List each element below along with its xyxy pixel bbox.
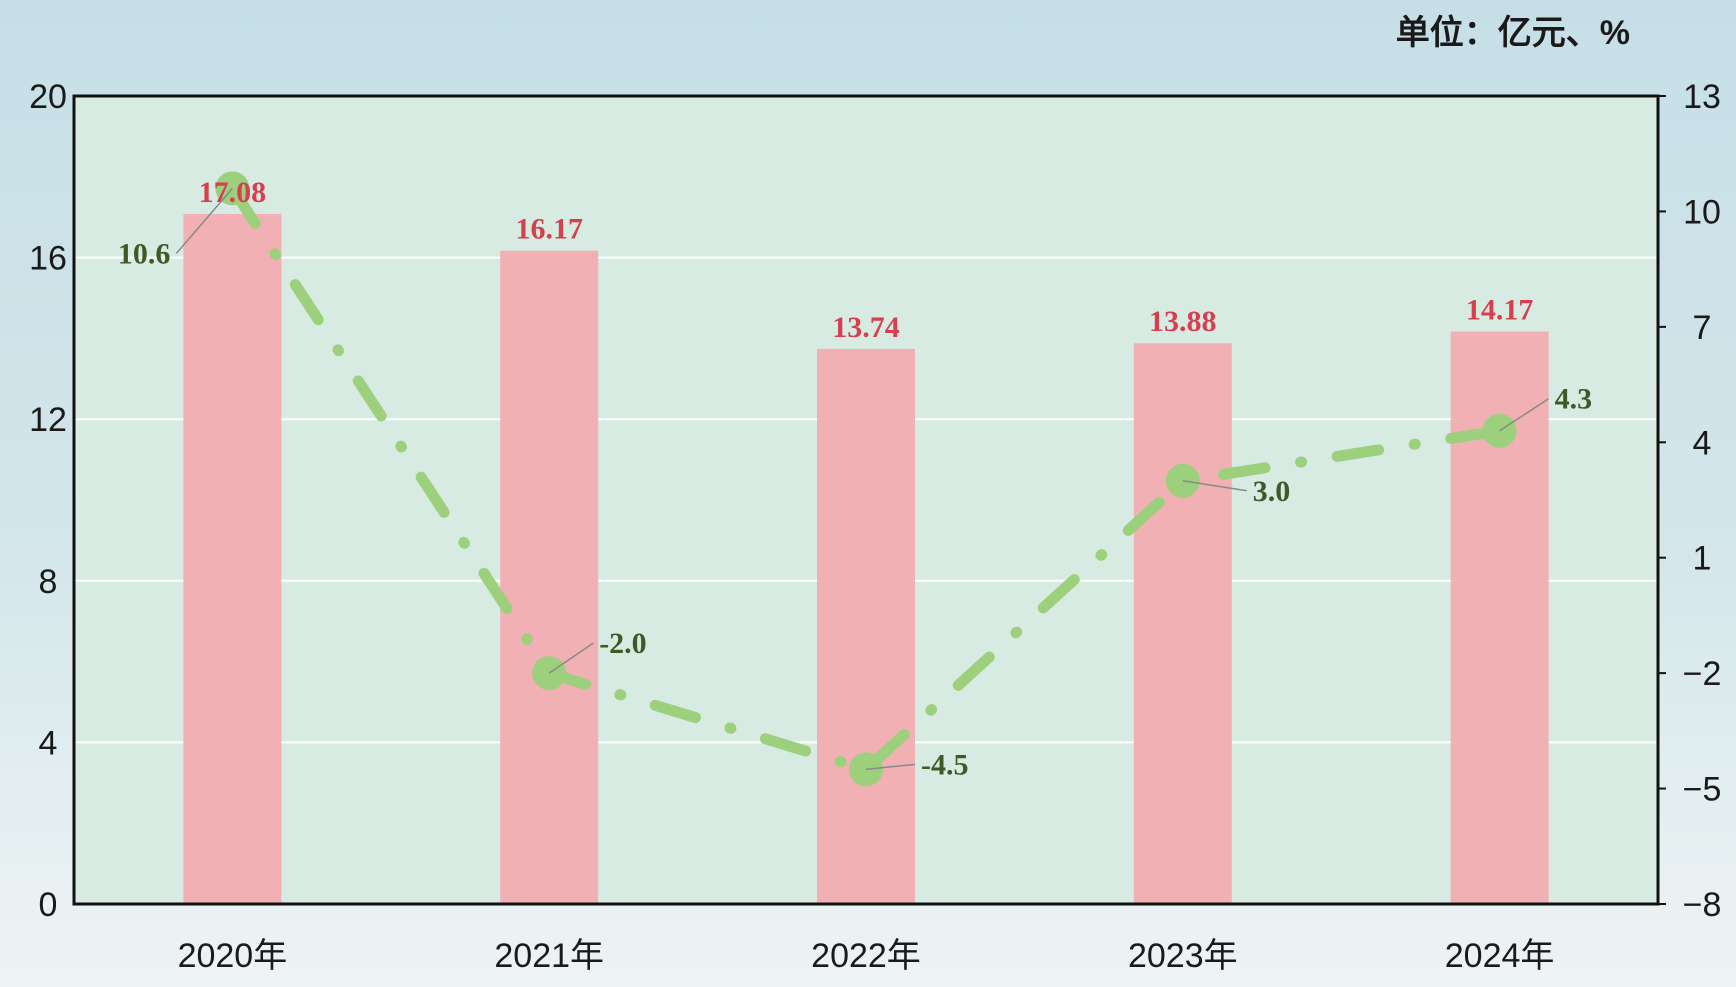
y-right-tick-label: 1 (1693, 540, 1712, 578)
leader-line (1182, 480, 1247, 492)
line-value-label: 3.0 (1253, 475, 1291, 508)
y-right-tick-label: 13 (1683, 78, 1721, 116)
bar-value-label: 13.74 (832, 311, 900, 344)
bar (500, 250, 599, 904)
bar (183, 213, 282, 904)
x-tick-label: 2024年 (1445, 937, 1555, 975)
y-left-tick-label: 16 (29, 240, 67, 278)
bar (1133, 343, 1232, 904)
y-right-tick-label: 7 (1693, 309, 1712, 347)
leader-line (1499, 398, 1550, 432)
y-left-tick-label: 12 (29, 401, 67, 439)
y-right-tick-label: −8 (1683, 886, 1722, 924)
unit-label: 单位：亿元、% (1396, 14, 1630, 52)
plot-frame (72, 94, 1660, 906)
data-labels: 17.08 16.17 13.74 13.88 14.17 10.6 -2.0 -4.5 3.0… (118, 176, 1592, 781)
bar-value-label: 14.17 (1466, 294, 1534, 327)
growth-line (175, 171, 1550, 787)
leader-line (548, 642, 594, 674)
bar-value-label: 16.17 (515, 213, 583, 246)
y-right-tick-label: −5 (1683, 771, 1722, 809)
leader-line (865, 763, 916, 771)
y-left-tick-label: 8 (39, 563, 58, 601)
growth-line-path (226, 182, 1506, 776)
y-left-tick-label: 0 (39, 886, 58, 924)
line-value-label: -2.0 (599, 627, 647, 660)
leader-line (175, 187, 233, 254)
line-value-label: 10.6 (118, 237, 171, 270)
axes: 0 4 8 12 16 20 −8 −5 −2 1 4 7 10 13 2020年 2021年 2022年 202… (29, 78, 1721, 975)
y-right-tick-label: 4 (1693, 424, 1712, 462)
y-right-tick-label: −2 (1683, 655, 1722, 693)
y-left-tick-label: 4 (39, 724, 58, 762)
bar-value-label: 13.88 (1149, 305, 1217, 338)
y-left-tick-label: 20 (29, 78, 67, 116)
x-tick-label: 2022年 (811, 937, 921, 975)
bar (817, 348, 915, 904)
x-tick-label: 2023年 (1128, 937, 1238, 975)
line-value-label: 4.3 (1555, 383, 1593, 416)
bar-value-label: 17.08 (199, 176, 267, 209)
y-right-tick-label: 10 (1683, 193, 1721, 231)
bars (183, 213, 1549, 905)
x-tick-label: 2020年 (178, 937, 288, 975)
line-value-label: -4.5 (921, 748, 969, 781)
x-tick-label: 2021年 (494, 937, 604, 975)
